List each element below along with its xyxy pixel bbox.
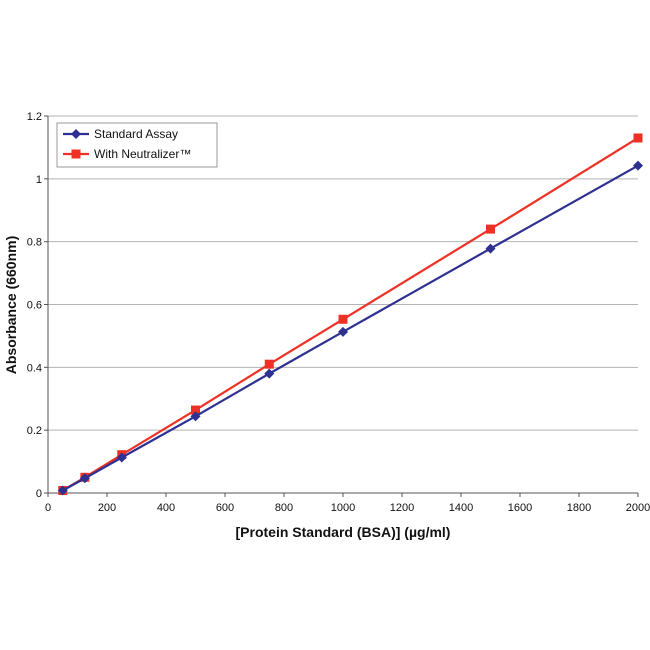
- data-point: [79, 473, 90, 484]
- y-tick-label: 0.2: [27, 425, 42, 437]
- x-tick-label: 1000: [331, 502, 355, 514]
- y-axis-title: Absorbance (660nm): [3, 236, 19, 374]
- data-point: [633, 133, 643, 143]
- data-point: [116, 452, 127, 463]
- legend-box: [56, 122, 218, 168]
- legend-label: With Neutralizer™: [94, 147, 191, 161]
- x-tick-label: 1400: [449, 502, 473, 514]
- data-point: [486, 224, 495, 234]
- axes: [47, 116, 638, 494]
- x-tick-label: 200: [98, 502, 116, 514]
- data-point: [190, 411, 201, 422]
- gridlines: [44, 115, 639, 497]
- legend-label: Standard Assay: [94, 127, 178, 141]
- x-tick-label: 0: [45, 502, 51, 514]
- y-tick-label: 1.2: [27, 111, 42, 123]
- x-tick-label: 1200: [390, 502, 414, 514]
- data-point: [633, 160, 643, 171]
- data-point: [264, 368, 275, 379]
- series: [57, 133, 643, 496]
- y-tick-label: 0: [36, 488, 42, 500]
- data-point: [57, 485, 68, 496]
- legend: Standard Assay With Neutralizer™: [56, 122, 218, 168]
- legend-swatch-marker: [71, 129, 81, 139]
- data-point: [191, 405, 200, 415]
- y-tick-label: 0.8: [27, 237, 42, 249]
- x-tick-label: 2000: [626, 502, 650, 514]
- data-point: [485, 243, 496, 254]
- y-tick-label: 1: [36, 174, 42, 186]
- x-tick-label: 400: [157, 502, 175, 514]
- data-point: [264, 359, 274, 369]
- legend-swatch-marker: [71, 149, 81, 159]
- y-tick-label: 0.4: [27, 362, 42, 374]
- x-tick-label: 800: [275, 502, 293, 514]
- x-tick-label: 600: [216, 502, 234, 514]
- series-standard-assay: [57, 160, 643, 496]
- x-tick-label: 1600: [508, 502, 532, 514]
- data-point: [338, 314, 348, 324]
- y-tick-label: 0.6: [27, 300, 42, 312]
- x-tick-label: 1800: [567, 502, 591, 514]
- tick-labels: 0 0.2 0.4 0.6 0.8 1 1.2 0 200 400 600 800 1000 1200 14…: [27, 111, 650, 514]
- x-axis-title: [Protein Standard (BSA)] (µg/ml): [236, 524, 451, 540]
- data-point: [338, 326, 348, 337]
- series-line: [62, 164, 639, 492]
